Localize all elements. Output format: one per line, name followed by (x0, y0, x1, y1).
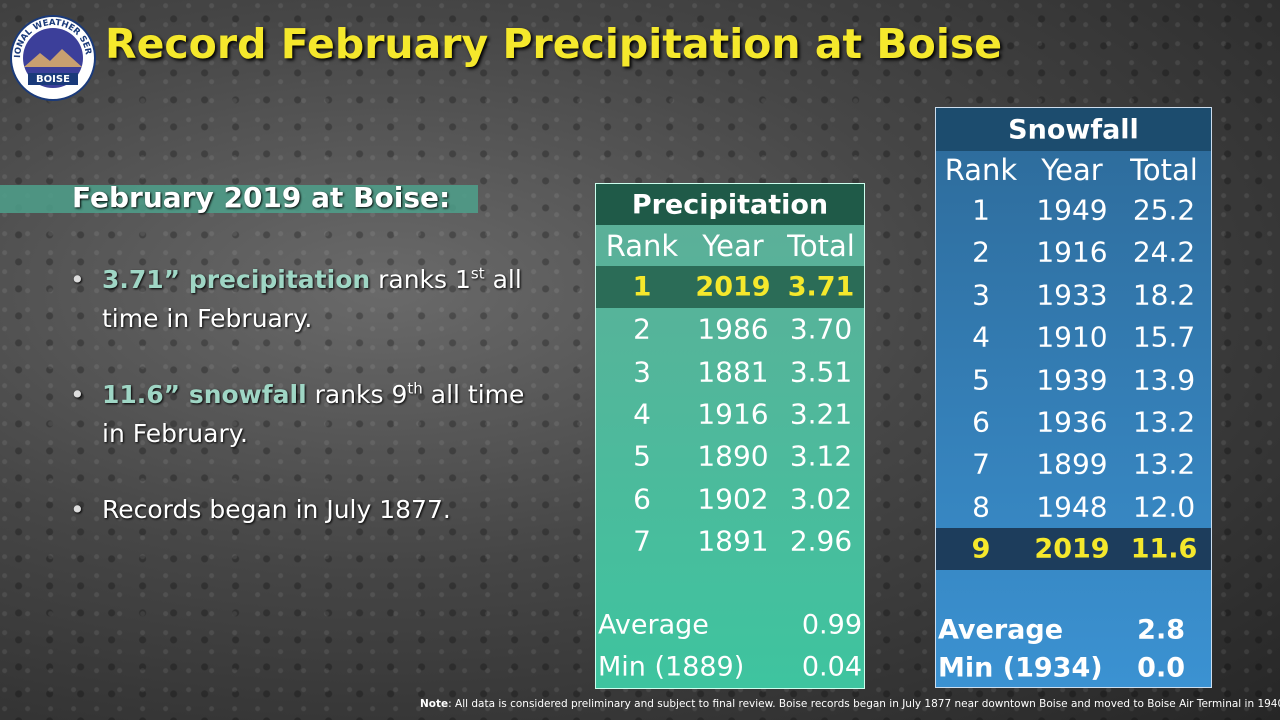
footer-label: Average (938, 614, 1064, 646)
footer-value: 0.0 (1137, 652, 1185, 684)
table-cell: 2.96 (789, 524, 853, 558)
column-header: Rank (944, 153, 1018, 187)
table-header-band (936, 108, 1211, 151)
note-label: Note (420, 698, 449, 710)
footer-value: 2.8 (1137, 614, 1185, 646)
column-header: Total (787, 229, 855, 263)
column-header: Rank (605, 229, 679, 263)
footer-label: Min (1889) (598, 651, 745, 683)
note: Note: All data is considered preliminary… (420, 698, 1280, 710)
table-cell: 2 (972, 235, 990, 269)
bullet: Records began in July 1877. (70, 490, 540, 529)
table-cell: 1890 (697, 439, 769, 473)
table-cell: 4 (972, 320, 990, 354)
table-cell: 13.2 (1132, 405, 1196, 439)
column-header: Year (1041, 153, 1103, 187)
table-cell: 6 (633, 482, 651, 515)
table-cell: 3.51 (789, 355, 853, 389)
bullet-highlight: 3.71” precipitation (102, 265, 371, 294)
table-cell: 3 (972, 278, 990, 312)
footer-value: 0.99 (801, 609, 862, 641)
summary-heading: February 2019 at Boise: (72, 181, 451, 214)
table-cell: 1949 (1036, 193, 1108, 227)
table-cell: 1939 (1036, 363, 1108, 397)
table-cell: 5 (633, 439, 651, 473)
table-cell: 7 (633, 524, 651, 558)
table-cell: 2019 (1034, 533, 1110, 565)
bullet-text: Records began in July 1877. (102, 495, 451, 524)
bullet-rest: all time in February. (102, 380, 525, 448)
table-cell: 1936 (1036, 405, 1108, 439)
bullet-text: ranks 9 (306, 380, 408, 409)
table-cell: 24.2 (1132, 235, 1196, 269)
table-cell: 13.2 (1132, 447, 1196, 481)
table-cell: 7 (972, 447, 990, 481)
bullet-text: ranks 1 (370, 265, 471, 294)
table-cell: 1899 (1036, 447, 1108, 481)
table-cell: 15.7 (1132, 320, 1196, 354)
highlight-row (936, 528, 1211, 571)
table-cell: 1933 (1036, 278, 1108, 312)
column-header: Total (1130, 153, 1198, 187)
footer-label: Average (598, 609, 709, 641)
table-title: Precipitation (631, 189, 829, 220)
table-cell: 25.2 (1132, 193, 1196, 227)
table-cell: 3 (633, 355, 651, 389)
table-cell: 1948 (1036, 490, 1108, 524)
heading-bar (0, 185, 478, 213)
table-header-band (596, 184, 864, 225)
title: Record February Precipitation at Boise (105, 20, 1003, 68)
bullet-highlight: 11.6” snowfall (102, 380, 307, 409)
note-text: : All data is considered preliminary and… (448, 698, 1280, 710)
bullet: 3.71” precipitation ranks 1st all time i… (70, 260, 540, 338)
table-cell: 12.0 (1132, 490, 1196, 524)
bullet-rest: all time in February. (102, 265, 522, 333)
table-title: Snowfall (1008, 114, 1139, 145)
table-cell: 1902 (697, 482, 769, 515)
table-cell: 6 (972, 405, 990, 439)
table-cell: 1 (972, 193, 990, 227)
bullet: 11.6” snowfall ranks 9th all time in Feb… (70, 375, 540, 453)
table-cell: 1916 (1036, 235, 1108, 269)
table-cell: 18.2 (1132, 278, 1196, 312)
logo: NATIONAL WEATHER SERVICE BOISE (10, 15, 96, 101)
table-cell: 11.6 (1130, 533, 1198, 565)
table-cell: 1916 (697, 397, 769, 431)
table-cell: 3.21 (789, 397, 853, 431)
table-cell: 3.12 (789, 439, 853, 473)
bullets: 3.71” precipitation ranks 1st all time i… (70, 260, 540, 566)
table-cell: 1986 (697, 312, 769, 346)
highlight-row (596, 266, 864, 308)
bullet-sup: st (470, 264, 485, 283)
footer-label: Min (1934) (938, 652, 1103, 684)
table-cell: 1891 (697, 524, 769, 558)
logo-city: BOISE (36, 74, 70, 85)
table-cell: 5 (972, 363, 990, 397)
bullet-sup: th (407, 379, 423, 398)
table-cell: 1910 (1036, 320, 1108, 354)
table-cell: 3.02 (789, 482, 853, 515)
precipitation-table: Precipitation Rank Year Total 1 2019 3.71 2 1986… (595, 183, 865, 689)
table-cell: 2019 (695, 271, 771, 303)
table-cell: 1 (632, 271, 652, 303)
snowfall-table: Snowfall Rank Year Total 1 1949 25.2 2 1916 24.2 3… (935, 107, 1212, 688)
footer-value: 0.04 (801, 651, 862, 683)
table-cell: 3.70 (789, 312, 853, 346)
table-cell: 8 (972, 490, 990, 524)
table-cell: 2 (633, 312, 651, 346)
table-cell: 3.71 (787, 271, 855, 303)
table-cell: 1881 (697, 355, 769, 389)
table-cell: 9 (971, 533, 991, 565)
table-cell: 4 (633, 397, 651, 431)
table-cell: 13.9 (1132, 363, 1196, 397)
column-header: Year (702, 229, 764, 263)
